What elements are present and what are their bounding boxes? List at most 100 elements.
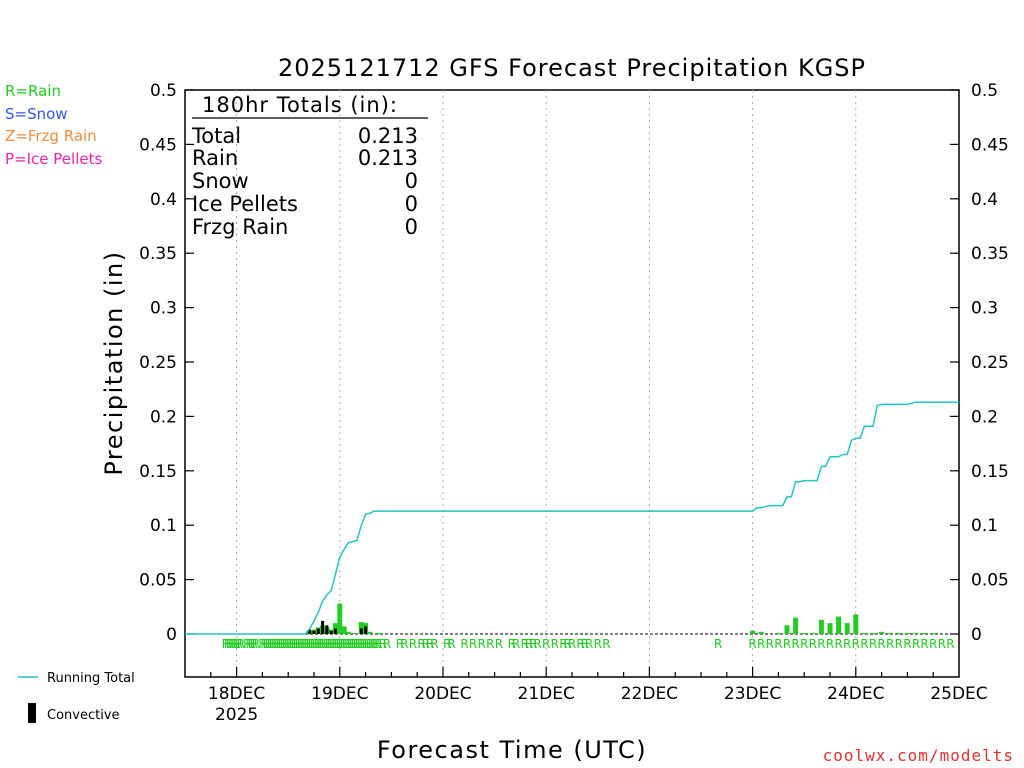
x-tick-label: 19DEC	[311, 684, 368, 704]
y-tick-label-right: 0.5	[971, 81, 998, 101]
rain-marker: R	[351, 637, 359, 651]
rain-marker: R	[359, 637, 367, 651]
totals-box: 180hr Totals (in): Total 0.213 Rain 0.21…	[191, 93, 428, 239]
rain-marker: R	[228, 637, 236, 651]
rain-marker: R	[443, 637, 451, 651]
x-axis-label: Forecast Time (UTC)	[377, 736, 647, 764]
rain-bar	[784, 625, 790, 634]
rain-marker: R	[757, 637, 765, 651]
rain-bar	[793, 617, 799, 634]
totals-label-total: Total	[191, 124, 241, 148]
rain-marker: R	[430, 637, 438, 651]
rain-bar	[367, 631, 373, 634]
rain-marker: R	[336, 637, 344, 651]
rain-marker: R	[353, 637, 361, 651]
rain-marker: R	[877, 637, 885, 651]
rain-marker: R	[331, 637, 339, 651]
rain-marker: R	[826, 637, 834, 651]
y-axis-right-ticks: 0 0.05 0.1 0.15 0.2 0.25 0.3 0.35 0.4 0.45 0.5	[950, 81, 1009, 645]
rain-marker: R	[316, 637, 324, 651]
rain-marker: R	[312, 637, 320, 651]
x-tick-label: 21DEC	[518, 684, 575, 704]
y-tick-label-left: 0.35	[139, 244, 177, 264]
totals-label-rain: Rain	[192, 146, 238, 170]
rain-bar	[861, 632, 867, 634]
rain-marker: R	[301, 637, 309, 651]
rain-marker: R	[250, 637, 258, 651]
rain-marker: R	[903, 637, 911, 651]
rain-marker: R	[245, 637, 253, 651]
rain-marker: R	[230, 637, 238, 651]
rain-marker: R	[340, 637, 348, 651]
rain-marker: R	[396, 637, 404, 651]
rain-marker: R	[269, 637, 277, 651]
rain-marker: R	[314, 637, 322, 651]
y-tick-label-right: 0.4	[971, 190, 998, 210]
rain-marker: R	[280, 637, 288, 651]
rain-marker: R	[235, 637, 243, 651]
rain-marker: R	[224, 637, 232, 651]
type-key-ice-pellets: P=Ice Pellets	[5, 150, 102, 168]
rain-marker: R	[533, 637, 541, 651]
rain-marker: R	[766, 637, 774, 651]
y-tick-label-left: 0	[166, 625, 177, 645]
y-tick-label-right: 0	[971, 625, 982, 645]
rain-marker: R	[929, 637, 937, 651]
rain-marker: R	[370, 637, 378, 651]
convective-bars	[308, 620, 368, 634]
rain-marker: R	[576, 637, 584, 651]
type-key-rain: R=Rain	[5, 82, 61, 100]
rain-marker: R	[426, 637, 434, 651]
type-key-frzg-rain: Z=Frzg Rain	[5, 127, 97, 145]
x-tick-label: 25DEC	[930, 684, 987, 704]
rain-marker: R	[361, 637, 369, 651]
totals-value-total: 0.213	[358, 124, 418, 148]
type-key-snow: S=Snow	[5, 105, 68, 123]
y-tick-label-right: 0.15	[971, 462, 1009, 482]
rain-marker: R	[303, 637, 311, 651]
rain-marker: R	[306, 637, 314, 651]
rain-marker: R	[344, 637, 352, 651]
legend-convective-swatch	[28, 703, 36, 723]
rain-marker: R	[834, 637, 842, 651]
rain-marker: R	[364, 637, 372, 651]
totals-value-snow: 0	[405, 169, 418, 193]
totals-value-rain: 0.213	[358, 146, 418, 170]
rain-bar	[358, 622, 364, 634]
chart-title: 2025121712 GFS Forecast Precipitation KG…	[278, 54, 866, 82]
totals-value-ice-pellets: 0	[405, 192, 418, 216]
rain-marker: R	[290, 637, 298, 651]
rain-marker: R	[232, 637, 240, 651]
rain-marker: R	[714, 637, 722, 651]
rain-marker: R	[559, 637, 567, 651]
rain-marker: R	[355, 637, 363, 651]
type-key: R=Rain S=Snow Z=Frzg Rain P=Ice Pellets	[5, 82, 102, 168]
rain-marker: R	[329, 637, 337, 651]
rain-marker: R	[886, 637, 894, 651]
convective-bar	[329, 630, 333, 634]
y-axis-left-ticks: 0 0.05 0.1 0.15 0.2 0.25 0.3 0.35 0.4 0.45 0.5	[139, 81, 194, 645]
rain-marker: R	[508, 637, 516, 651]
rain-marker: R	[869, 637, 877, 651]
rain-bar	[913, 632, 919, 634]
grid-lines	[185, 90, 959, 677]
precip-type-markers: RRRRRRRRRRRRRRRRRRRRRRRRRRRRRRRRRRRRRRRR…	[222, 637, 955, 651]
rain-marker: R	[267, 637, 275, 651]
convective-bar	[325, 625, 329, 634]
rain-marker: R	[551, 637, 559, 651]
rain-marker: R	[495, 637, 503, 651]
rain-marker: R	[585, 637, 593, 651]
convective-bar	[316, 628, 320, 634]
convective-bar	[334, 628, 337, 634]
rain-bar	[887, 632, 893, 634]
rain-marker: R	[284, 637, 292, 651]
rain-marker: R	[278, 637, 286, 651]
rain-marker: R	[895, 637, 903, 651]
totals-label-frzg-rain: Frzg Rain	[192, 215, 288, 239]
rain-marker: R	[564, 637, 572, 651]
rain-marker: R	[237, 637, 245, 651]
y-tick-label-left: 0.25	[139, 353, 177, 373]
rain-bar	[896, 632, 902, 634]
rain-bar	[844, 623, 850, 634]
totals-header: 180hr Totals (in):	[202, 93, 398, 117]
